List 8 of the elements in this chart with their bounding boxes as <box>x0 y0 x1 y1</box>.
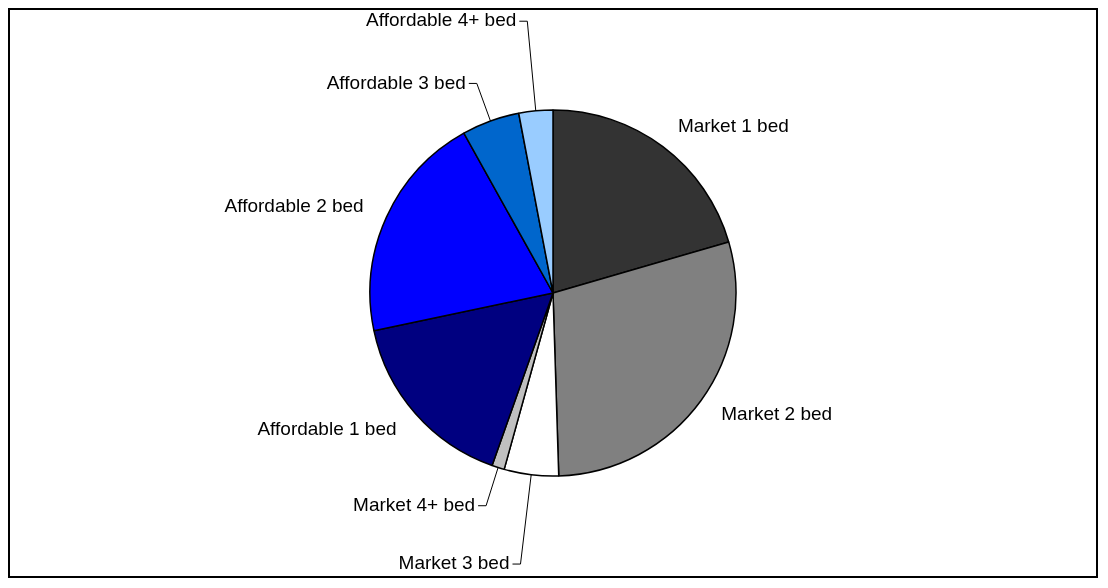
slice-label: Affordable 2 bed <box>224 195 364 217</box>
slice-label: Affordable 4+ bed <box>366 9 517 31</box>
slice-label: Market 4+ bed <box>353 493 476 515</box>
slice-label: Affordable 3 bed <box>326 71 466 93</box>
slice-label: Market 2 bed <box>721 403 833 425</box>
slice-label: Affordable 1 bed <box>257 418 397 440</box>
slice-label: Market 3 bed <box>398 552 510 574</box>
slice-label: Market 1 bed <box>677 114 789 136</box>
